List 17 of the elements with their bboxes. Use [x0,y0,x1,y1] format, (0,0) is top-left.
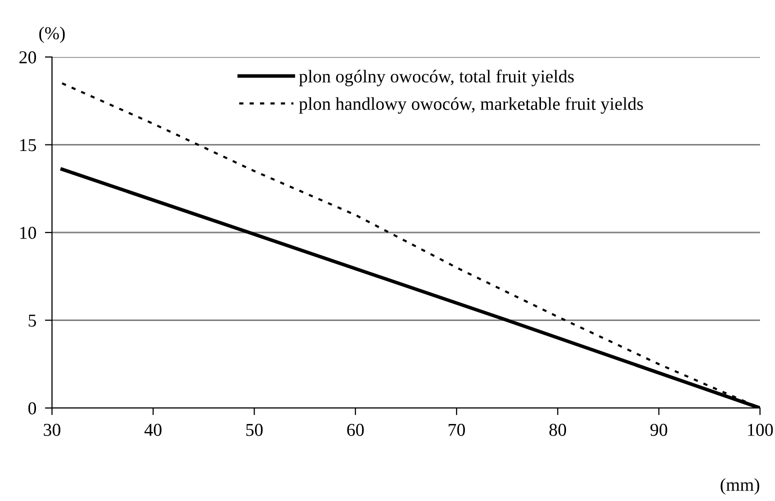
x-tick-label: 70 [448,424,465,436]
x-tick-label: 50 [246,424,263,436]
y-tick-label: 0 [28,402,36,414]
y-tick-label: 5 [28,314,36,327]
x-tick-label: 80 [549,424,566,436]
y-tick-label: 15 [20,139,36,152]
y-tick-label: 10 [20,226,36,239]
x-tick-label: 30 [44,424,60,436]
legend-label: plon handlowy owoców, marketable fruit yields [299,97,643,114]
x-tick-label: 60 [347,424,364,436]
legend-label: plon ogólny owoców, total fruit yields [299,70,574,86]
y-axis-title: (%) [39,26,65,43]
x-axis-title: (mm) [720,478,760,495]
x-tick-label: 90 [650,424,668,436]
x-tick-label: 40 [144,424,162,436]
y-tick-label: 20 [19,51,36,64]
x-tick-label: 100 [748,424,773,436]
